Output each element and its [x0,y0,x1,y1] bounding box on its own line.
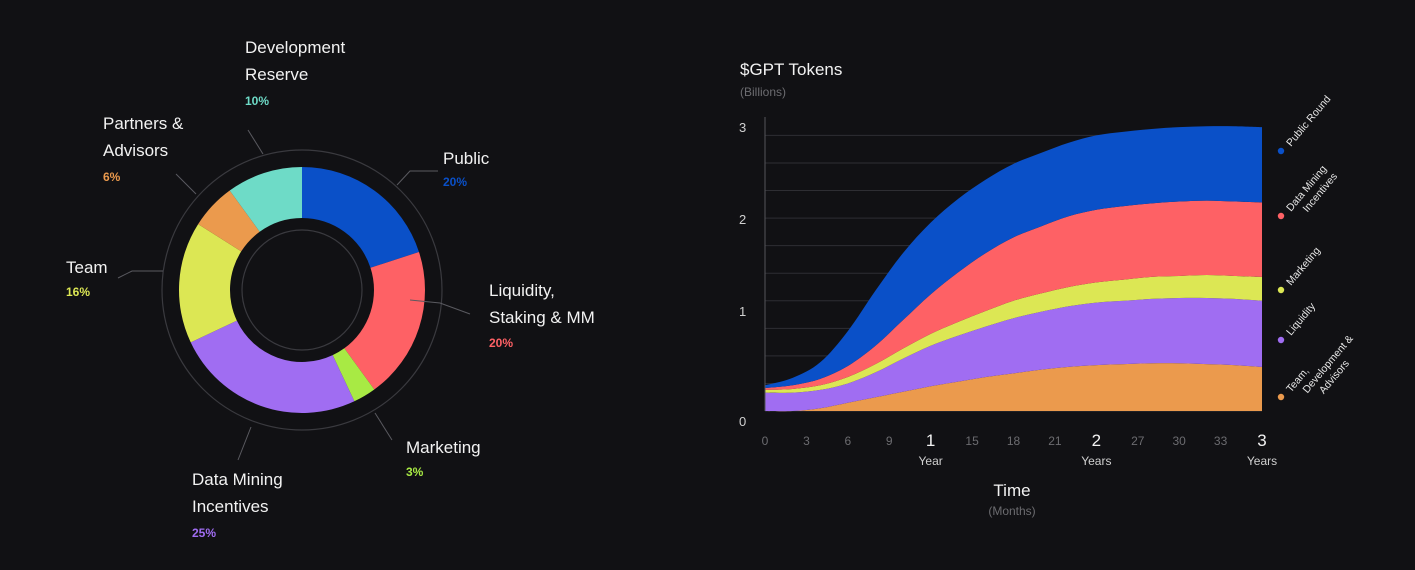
legend-dot-1 [1277,212,1285,220]
legend: Public Round Data MiningIncentives Marketi… [1277,93,1366,412]
slice-label-6-line-1: Reserve [245,65,309,84]
slice-label-1-line-0: Liquidity, [489,281,555,300]
slice-percent-1: 20% [489,336,514,350]
x-tick-4: 15 [965,434,979,448]
y-tick-1: 1 [739,304,747,320]
y-tick-0: 0 [739,414,747,429]
slice-label-6-line-0: Development [245,38,346,57]
legend-label-3: Liquidity [1284,300,1318,338]
x-major-tick-0: 1 [925,431,936,450]
y-tick-3: 3 [739,120,747,136]
donut-slice-4 [179,224,242,343]
slice-label-1-line-1: Staking & MM [489,308,595,327]
legend-label-2: Marketing [1284,245,1323,288]
x-tick-1: 3 [803,434,810,448]
area-series-1 [765,297,1262,412]
legend-label-1: Data MiningIncentives [1284,162,1340,222]
x-major-unit-1: Years [1081,454,1112,468]
slice-label-4-line-0: Team [66,258,108,277]
donut-slice-2 [332,348,375,402]
y-tick-2: 2 [739,212,747,228]
leader-line-6 [247,129,264,155]
leader-line-3 [237,426,252,461]
donut-slice-0 [302,167,419,268]
donut-outer-ring [161,149,443,431]
slice-percent-4: 16% [66,285,91,299]
slice-label-3-line-1: Incentives [192,497,269,516]
leader-line-0 [396,170,438,186]
slice-percent-3: 25% [192,526,217,540]
area-series-4 [765,126,1262,389]
x-tick-9: 33 [1213,434,1228,448]
slice-label-0-line-0: Public [443,149,490,168]
slice-label-5-line-0: Partners & [103,114,184,133]
leader-line-4 [117,270,163,279]
legend-dot-2 [1277,286,1285,294]
legend-dot-0 [1277,147,1285,155]
chart-subtitle: (Billions) [740,85,787,99]
legend-label-0: Public Round [1284,93,1333,149]
slice-label-5-line-1: Advisors [103,141,169,160]
x-major-tick-2: 3 [1257,431,1267,450]
area-series-0 [765,363,1262,412]
area-series [765,126,1262,412]
slice-percent-5: 6% [103,170,121,184]
area-series-2 [765,275,1262,393]
donut-slices [179,167,425,413]
donut-slice-3 [190,320,355,413]
slice-label-3-line-0: Data Mining [192,470,283,489]
x-tick-5: 18 [1006,434,1021,448]
x-major-tick-1: 2 [1091,431,1102,450]
leader-line-2 [374,412,393,441]
chart-title: $GPT Tokens [740,60,843,79]
donut-leader-lines [117,129,471,461]
x-axis-sublabel: (Months) [988,504,1036,518]
legend-dot-4 [1277,393,1285,401]
x-major-unit-2: Years [1246,454,1278,468]
slice-label-2-line-0: Marketing [406,438,481,457]
x-tick-7: 27 [1131,434,1145,448]
x-axis-label: Time [993,481,1031,500]
area-series-3 [765,200,1262,390]
legend-label-4: Team,Development &Advisors [1284,325,1366,412]
donut-slice-5 [198,190,260,252]
slice-percent-6: 10% [245,94,270,108]
x-tick-2: 6 [844,434,852,448]
slice-percent-2: 3% [406,465,424,479]
legend-dot-3 [1277,336,1285,344]
leader-line-1 [409,299,471,315]
x-tick-0: 0 [761,434,769,448]
x-tick-6: 21 [1048,434,1062,448]
donut-chart [117,129,471,461]
slice-percent-0: 20% [443,175,468,189]
x-tick-8: 30 [1172,434,1186,448]
x-tick-3: 9 [885,434,893,448]
x-major-unit-0: Year [918,454,943,468]
donut-inner-ring [241,229,363,351]
donut-slice-1 [344,251,425,390]
leader-line-5 [175,173,197,195]
donut-slice-6 [229,167,302,232]
